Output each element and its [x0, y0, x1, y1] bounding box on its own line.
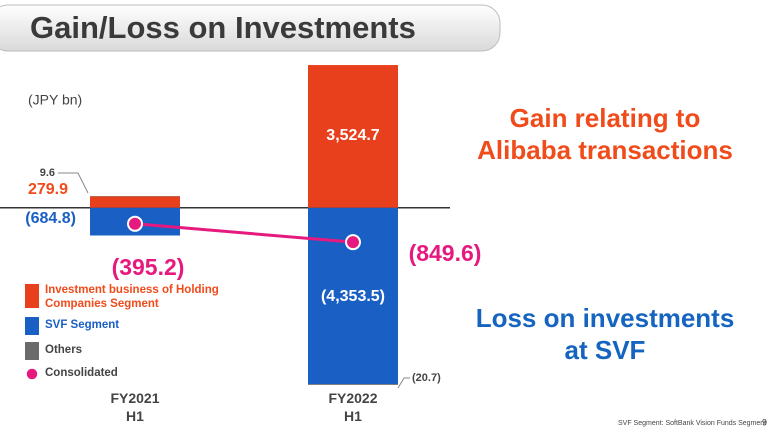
- leader-line: [58, 172, 89, 194]
- line: [134, 222, 354, 244]
- annotation: Gain relating to Alibaba transactions: [477, 103, 733, 165]
- title-box: [0, 4, 501, 52]
- line-marker: [127, 215, 143, 232]
- page-number: 9: [762, 417, 767, 427]
- x-tick-label: FY2022 H1: [328, 390, 378, 424]
- annotation: Loss on investments at SVF: [475, 303, 735, 365]
- line-marker: [345, 234, 361, 251]
- data-label: (20.7): [412, 372, 441, 384]
- unit-label: (JPY bn): [28, 92, 82, 108]
- data-label: 3,524.7: [326, 127, 379, 144]
- footnote: SVF Segment: SoftBank Vision Funds Segme…: [618, 420, 766, 427]
- bar: [90, 196, 180, 208]
- legend-label: Others: [45, 344, 83, 356]
- legend-label: Consolidated: [45, 367, 118, 379]
- x-tick-label: FY2021 H1: [110, 390, 160, 424]
- legend-marker: [25, 367, 39, 381]
- legend-swatch: [25, 317, 39, 335]
- legend-label: SVF Segment: [45, 319, 120, 331]
- data-label: 9.6: [40, 167, 55, 179]
- chart-title: Gain/Loss on Investments: [30, 10, 416, 45]
- legend-label: Investment business of Holding Companies…: [45, 284, 219, 310]
- legend-swatch: [25, 284, 39, 308]
- data-label: (395.2): [112, 254, 185, 280]
- leader-line: [397, 377, 410, 389]
- data-label: (4,353.5): [321, 288, 385, 305]
- data-label: (849.6): [409, 240, 482, 266]
- data-label: (684.8): [25, 210, 76, 227]
- bar: [308, 65, 398, 208]
- legend-swatch: [25, 342, 39, 360]
- data-label: 279.9: [28, 181, 68, 198]
- bar: [308, 384, 398, 385]
